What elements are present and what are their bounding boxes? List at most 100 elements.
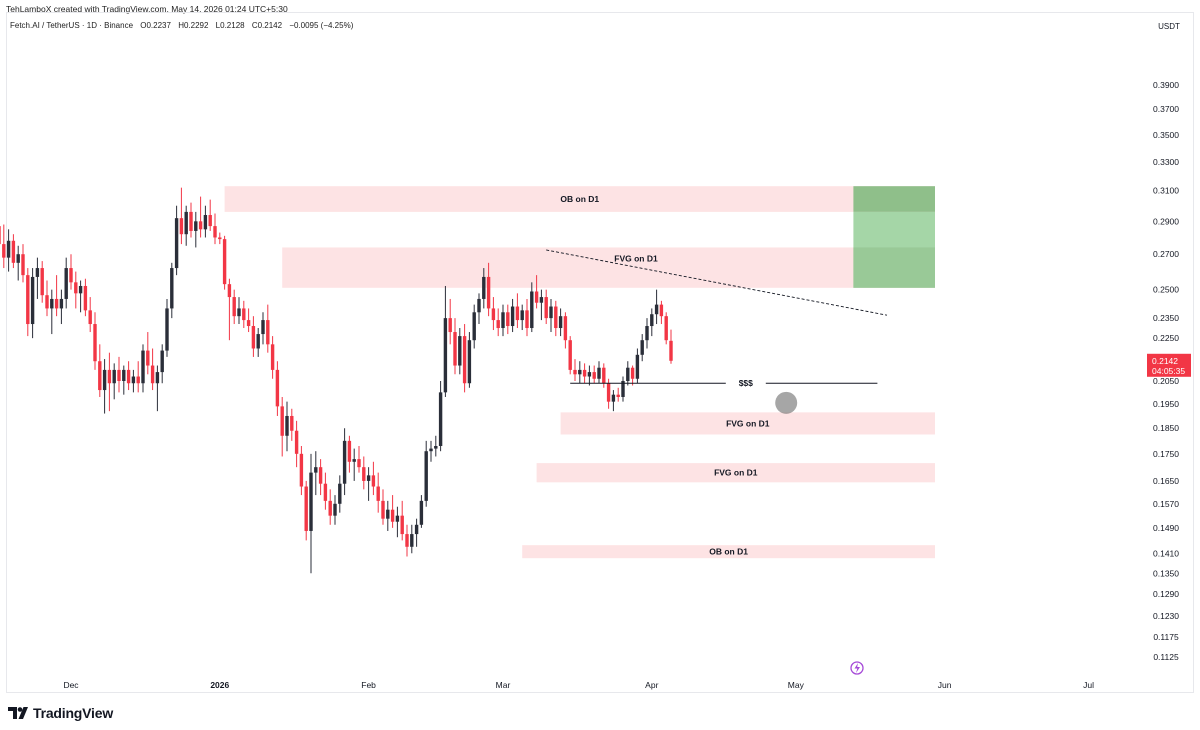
candle	[669, 329, 673, 364]
candle	[30, 268, 35, 339]
candle	[280, 396, 284, 457]
candle	[438, 380, 443, 452]
candle-body	[482, 276, 486, 299]
candle	[544, 289, 548, 325]
candle	[602, 363, 606, 388]
candle-body	[0, 226, 1, 245]
candle-body	[270, 344, 275, 370]
tradingview-logo[interactable]: TradingView	[8, 704, 113, 722]
candle-body	[131, 376, 136, 384]
candle-body	[544, 297, 548, 319]
candle	[40, 261, 44, 303]
candle	[434, 435, 438, 457]
price-tick-label: 0.3500	[1153, 130, 1179, 140]
candle	[501, 304, 505, 337]
candle	[74, 271, 78, 309]
price-tick-label: 0.1290	[1153, 589, 1179, 599]
candle-body	[390, 509, 395, 522]
candle-body	[83, 285, 88, 311]
candle-body	[376, 486, 380, 501]
candle	[606, 378, 611, 409]
candle-body	[333, 503, 337, 516]
currency-label[interactable]: USDT	[1158, 22, 1180, 31]
candle-body	[294, 430, 299, 454]
candle-body	[136, 376, 140, 384]
candle-body	[405, 534, 409, 547]
candle-body	[429, 448, 433, 452]
candle	[486, 262, 491, 317]
candle-body	[347, 440, 352, 462]
candle-body	[462, 336, 467, 384]
candle-body	[602, 367, 606, 384]
candle	[170, 262, 174, 319]
candle-body	[395, 515, 400, 522]
candle	[419, 495, 424, 528]
candle	[366, 467, 371, 501]
candle	[194, 211, 198, 248]
candle	[573, 359, 577, 381]
candle-body	[587, 372, 592, 377]
candle	[35, 257, 40, 299]
candle-body	[434, 446, 438, 449]
candle	[232, 289, 236, 325]
candle-body	[448, 318, 452, 333]
candle	[443, 285, 448, 397]
candle-body	[30, 276, 35, 325]
price-tick-label: 0.2500	[1153, 285, 1179, 295]
candle-body	[54, 298, 59, 309]
time-tick-label: Dec	[63, 680, 79, 690]
candle-body	[198, 221, 203, 230]
price-axis[interactable]: 0.3900 0.3700 0.3500 0.3300 0.3100 0.2900 0.27…	[1147, 80, 1191, 662]
candle	[2, 224, 6, 269]
time-tick-label: Feb	[361, 680, 376, 690]
candle-body	[582, 369, 587, 377]
candle-body	[568, 340, 572, 370]
candle-body	[170, 268, 174, 309]
candle	[342, 428, 347, 496]
candle-body	[237, 308, 241, 317]
candle	[69, 254, 73, 290]
candle-body	[386, 509, 390, 519]
candle	[59, 289, 64, 325]
lightning-icon[interactable]	[850, 661, 864, 675]
candle	[554, 300, 558, 337]
symbol-info[interactable]: Fetch.AI / TetherUS · 1D · Binance	[10, 21, 134, 30]
candle-body	[554, 306, 558, 329]
candle	[414, 518, 419, 547]
candle-body	[654, 304, 659, 315]
credit-line: TehLamboX created with TradingView.com, …	[6, 4, 288, 14]
trendline[interactable]	[546, 249, 888, 316]
top-bar: TehLamboX created with TradingView.com, …	[0, 0, 1200, 40]
price-tick-label: 0.2250	[1153, 333, 1179, 343]
symbol-ohlc-line: Fetch.AI / TetherUS · 1D · Binance O0.22…	[10, 21, 358, 30]
candle-body	[117, 369, 121, 381]
candle-body	[606, 383, 611, 402]
candle	[381, 489, 385, 525]
candle-body	[150, 365, 155, 384]
candle-body	[194, 221, 198, 231]
candle-body	[443, 318, 448, 393]
candle	[587, 365, 592, 386]
time-tick-label: Apr	[645, 680, 658, 690]
candle	[294, 420, 299, 468]
zone-rect	[224, 186, 936, 212]
ohlc-high: H0.2292	[178, 21, 209, 30]
candle	[107, 352, 112, 412]
candle-body	[59, 298, 64, 309]
candle-body	[203, 215, 208, 230]
candle	[539, 289, 544, 321]
candle-body	[266, 320, 270, 345]
candle	[506, 304, 510, 335]
candle	[26, 268, 30, 337]
price-chart[interactable]: OB on D1 FVG on D1 FVG on D1 FVG on D1 OB on…	[0, 0, 1200, 700]
time-axis[interactable]: Dec 2026 Feb Mar Apr May Jun Jul	[63, 680, 1094, 690]
time-tick-label: May	[788, 680, 805, 690]
candle	[424, 440, 428, 507]
candle	[558, 308, 563, 337]
time-tick-label: 2026	[210, 680, 229, 690]
candle-body	[246, 320, 251, 327]
candle-body	[626, 367, 630, 381]
candle	[45, 280, 49, 317]
candle-body	[539, 297, 544, 303]
candle	[131, 369, 136, 393]
